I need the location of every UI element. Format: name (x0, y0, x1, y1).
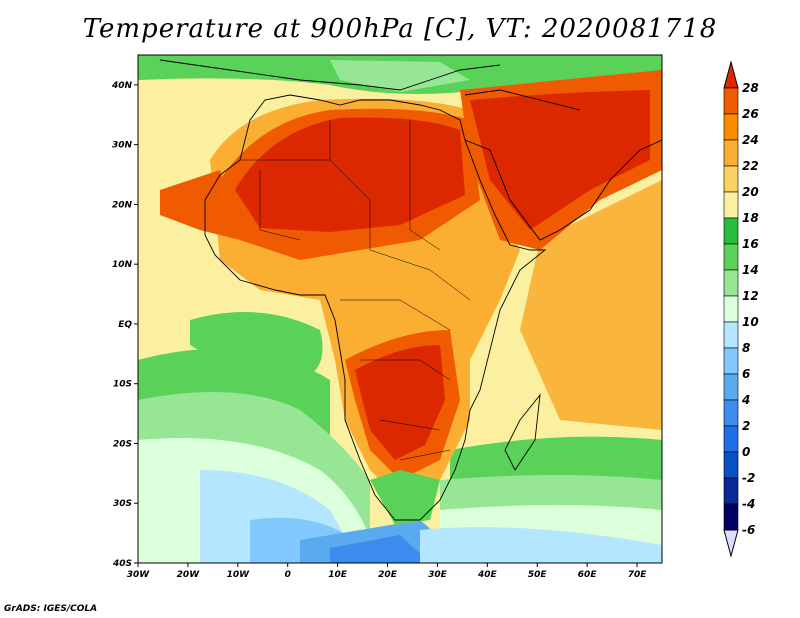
longitude-ticks: 30W 20W 10W 0 10E 20E 30E 40E 50E 60E 70E (127, 563, 647, 580)
colorbar-swatch (723, 113, 739, 141)
colorbar-swatch (723, 425, 739, 453)
lon-tick-label: 10E (328, 570, 348, 580)
lon-tick-label: 30W (127, 570, 151, 580)
colorbar-label: 4 (741, 393, 750, 407)
colorbar-label: 14 (742, 263, 759, 277)
colorbar-swatch (723, 295, 739, 323)
colorbar-swatch (723, 165, 739, 193)
colorbar-swatch (723, 217, 739, 245)
lon-tick-label: 40E (477, 570, 498, 580)
colorbar-label: 28 (742, 81, 759, 95)
colorbar-label: 24 (742, 133, 759, 147)
colorbar-label: 22 (742, 159, 759, 173)
colorbar-swatch (723, 451, 739, 479)
colorbar-swatch (723, 191, 739, 219)
lat-tick-label: 20S (113, 439, 132, 449)
colorbar-swatch (723, 321, 739, 349)
map-title: Temperature at 900hPa [C], VT: 202008171… (82, 14, 718, 44)
colorbar-label: 26 (742, 107, 759, 121)
colorbar-label: 10 (742, 315, 759, 329)
colorbar-swatch (723, 269, 739, 297)
lon-tick-label: 10W (227, 570, 251, 580)
lon-tick-label: 30E (428, 570, 448, 580)
colorbar-swatch (723, 347, 739, 375)
colorbar-label: -4 (742, 497, 755, 511)
country-borders (240, 120, 471, 461)
colorbar-label: -6 (742, 523, 755, 537)
colorbar-swatch (723, 373, 739, 401)
temperature-field (138, 55, 662, 563)
lat-tick-label: 10N (112, 260, 133, 270)
colorbar-label: 2 (742, 419, 750, 433)
colorbar-swatch (723, 139, 739, 167)
colorbar-label: 0 (742, 445, 750, 459)
lon-tick-label: 20W (177, 570, 201, 580)
colorbar-label: 16 (742, 237, 759, 251)
lat-tick-label: 40N (111, 81, 133, 91)
lat-tick-label: 10S (113, 380, 132, 390)
colorbar-label: -2 (742, 471, 755, 485)
lat-tick-label: EQ (118, 320, 132, 330)
lat-tick-label: 30N (112, 141, 133, 151)
colorbar-swatch (723, 503, 739, 531)
lon-tick-label: 60E (578, 570, 598, 580)
colorbar-label: 18 (742, 211, 759, 225)
colorbar-label: 6 (742, 367, 750, 381)
lon-tick-label: 70E (628, 570, 648, 580)
colorbar-bottom-arrow (723, 529, 739, 558)
lat-tick-label: 20N (112, 200, 133, 210)
colorbar-swatch (723, 243, 739, 271)
lat-tick-label: 40S (112, 559, 132, 569)
lat-tick-label: 30S (113, 499, 132, 509)
colorbar-swatch (723, 477, 739, 505)
colorbar-swatch (723, 399, 739, 427)
lon-tick-label: 20E (378, 570, 398, 580)
grads-credit: GrADS: IGES/COLA (4, 604, 98, 614)
latitude-ticks: 40N 30N 20N 10N EQ 10S 20S 30S 40S (111, 81, 138, 569)
lon-tick-label: 0 (285, 570, 291, 580)
colorbar-swatch (723, 87, 739, 115)
colorbar-label: 20 (742, 185, 759, 199)
colorbar-label: 8 (742, 341, 750, 355)
map-frame (137, 54, 663, 564)
colorbar-top-arrow (723, 60, 739, 89)
lon-tick-label: 50E (528, 570, 548, 580)
colorbar-label: 12 (742, 289, 759, 303)
coastlines (159, 59, 662, 521)
